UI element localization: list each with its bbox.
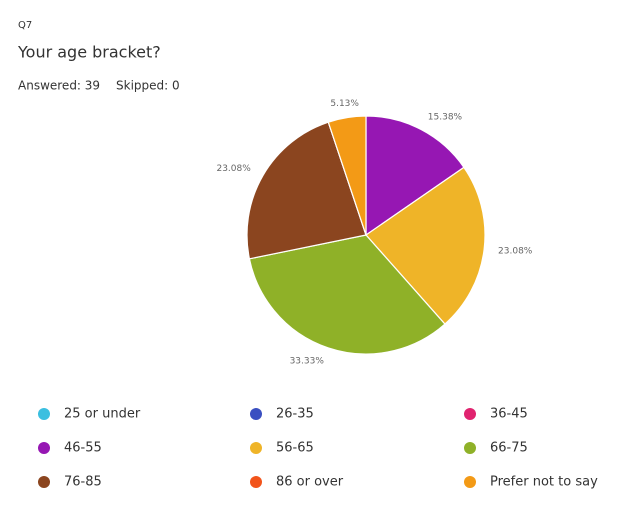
legend-label: 56-65 [276, 441, 314, 456]
value-label: 23.08% [498, 247, 533, 257]
legend-label: 46-55 [64, 441, 102, 456]
value-label: 15.38% [428, 113, 463, 123]
legend-label: 25 or under [64, 407, 141, 422]
pie-slice [327, 115, 367, 236]
legend-marker [464, 476, 476, 488]
skipped: Skipped: 0 [116, 79, 180, 93]
question-number: Q7 [18, 20, 32, 31]
legend-label: 66-75 [490, 441, 528, 456]
legend-marker [464, 408, 476, 420]
answered: Answered: 39 [18, 79, 100, 93]
value-label: 5.13% [330, 99, 359, 109]
legend-label: 76-85 [64, 475, 102, 490]
pie-slice [246, 121, 367, 260]
legend-label: 26-35 [276, 407, 314, 422]
legend-label: Prefer not to say [490, 475, 598, 490]
legend-marker [250, 442, 262, 454]
legend-marker [464, 442, 476, 454]
legend-label: 36-45 [490, 407, 528, 422]
legend-marker [38, 408, 50, 420]
pie-slice [365, 115, 465, 237]
legend-marker [38, 476, 50, 488]
legend-label: 86 or over [276, 475, 344, 490]
value-label: 33.33% [290, 357, 325, 367]
chart-title: Your age bracket? [17, 43, 161, 62]
pie-slice [365, 166, 486, 325]
legend-marker [38, 442, 50, 454]
legend-marker [250, 408, 262, 420]
pie-slice [248, 234, 446, 355]
legend-marker [250, 476, 262, 488]
value-label: 23.08% [216, 164, 251, 174]
